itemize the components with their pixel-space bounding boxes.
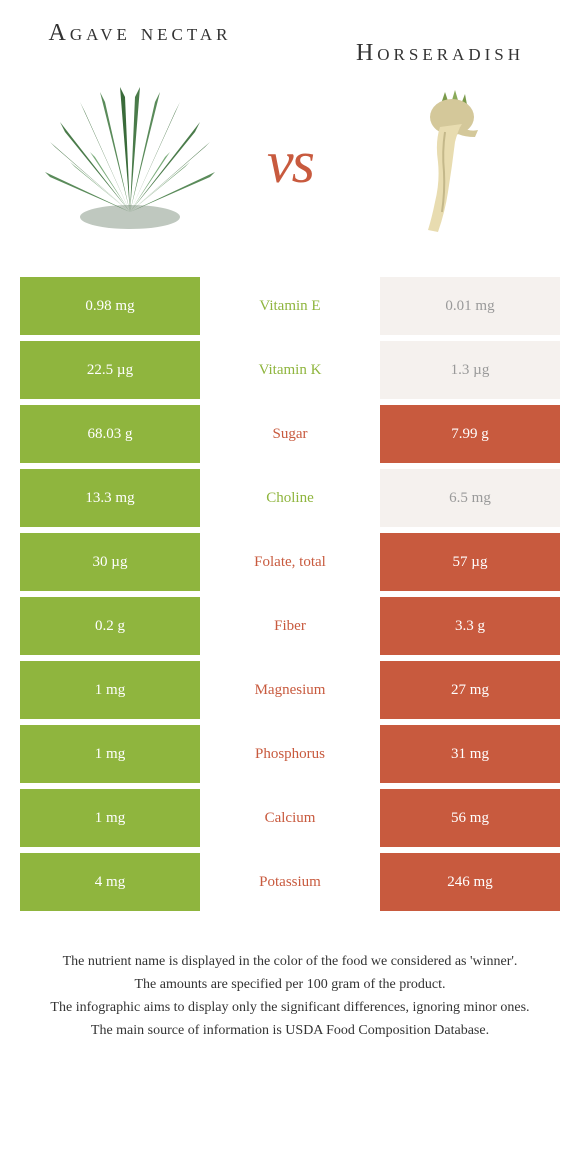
table-row: 30 µgFolate, total57 µg bbox=[20, 533, 560, 591]
right-value-cell: 0.01 mg bbox=[380, 277, 560, 335]
table-row: 1 mgPhosphorus31 mg bbox=[20, 725, 560, 783]
footer-line-1: The nutrient name is displayed in the co… bbox=[50, 951, 530, 972]
right-value-cell: 246 mg bbox=[380, 853, 560, 911]
nutrient-name-cell: Vitamin E bbox=[200, 277, 380, 335]
nutrient-name-cell: Folate, total bbox=[200, 533, 380, 591]
left-value-cell: 1 mg bbox=[20, 789, 200, 847]
left-value-cell: 1 mg bbox=[20, 725, 200, 783]
nutrient-name-cell: Potassium bbox=[200, 853, 380, 911]
table-row: 1 mgCalcium56 mg bbox=[20, 789, 560, 847]
footer-line-4: The main source of information is USDA F… bbox=[50, 1020, 530, 1041]
left-food-image bbox=[40, 77, 220, 247]
table-row: 22.5 µgVitamin K1.3 µg bbox=[20, 341, 560, 399]
table-row: 13.3 mgCholine6.5 mg bbox=[20, 469, 560, 527]
left-value-cell: 30 µg bbox=[20, 533, 200, 591]
agave-plant-icon bbox=[40, 82, 220, 242]
footer-notes: The nutrient name is displayed in the co… bbox=[20, 951, 560, 1041]
nutrient-name-cell: Magnesium bbox=[200, 661, 380, 719]
vs-label: vs bbox=[267, 128, 313, 197]
right-value-cell: 31 mg bbox=[380, 725, 560, 783]
right-food-title: Horseradish bbox=[340, 40, 540, 67]
comparison-header: Agave nectar Horseradish bbox=[20, 20, 560, 67]
images-row: vs bbox=[20, 77, 560, 247]
left-food-title: Agave nectar bbox=[40, 20, 240, 47]
table-row: 1 mgMagnesium27 mg bbox=[20, 661, 560, 719]
horseradish-root-icon bbox=[390, 82, 510, 242]
left-value-cell: 0.2 g bbox=[20, 597, 200, 655]
nutrient-name-cell: Choline bbox=[200, 469, 380, 527]
nutrient-name-cell: Calcium bbox=[200, 789, 380, 847]
right-value-cell: 6.5 mg bbox=[380, 469, 560, 527]
right-value-cell: 3.3 g bbox=[380, 597, 560, 655]
table-row: 4 mgPotassium246 mg bbox=[20, 853, 560, 911]
nutrient-name-cell: Sugar bbox=[200, 405, 380, 463]
right-value-cell: 27 mg bbox=[380, 661, 560, 719]
table-row: 68.03 gSugar7.99 g bbox=[20, 405, 560, 463]
right-value-cell: 56 mg bbox=[380, 789, 560, 847]
left-value-cell: 0.98 mg bbox=[20, 277, 200, 335]
right-food-image bbox=[360, 77, 540, 247]
left-value-cell: 4 mg bbox=[20, 853, 200, 911]
nutrient-name-cell: Vitamin K bbox=[200, 341, 380, 399]
left-value-cell: 1 mg bbox=[20, 661, 200, 719]
left-value-cell: 22.5 µg bbox=[20, 341, 200, 399]
right-value-cell: 7.99 g bbox=[380, 405, 560, 463]
table-row: 0.98 mgVitamin E0.01 mg bbox=[20, 277, 560, 335]
footer-line-2: The amounts are specified per 100 gram o… bbox=[50, 974, 530, 995]
nutrient-name-cell: Phosphorus bbox=[200, 725, 380, 783]
nutrient-name-cell: Fiber bbox=[200, 597, 380, 655]
right-value-cell: 1.3 µg bbox=[380, 341, 560, 399]
right-value-cell: 57 µg bbox=[380, 533, 560, 591]
table-row: 0.2 gFiber3.3 g bbox=[20, 597, 560, 655]
footer-line-3: The infographic aims to display only the… bbox=[50, 997, 530, 1018]
nutrition-comparison-table: 0.98 mgVitamin E0.01 mg22.5 µgVitamin K1… bbox=[20, 277, 560, 911]
left-value-cell: 68.03 g bbox=[20, 405, 200, 463]
left-value-cell: 13.3 mg bbox=[20, 469, 200, 527]
